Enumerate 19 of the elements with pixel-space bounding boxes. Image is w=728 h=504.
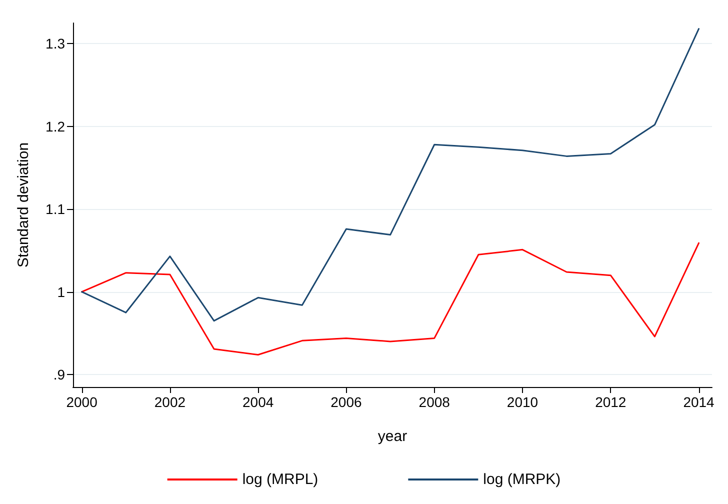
x-tick-label: 2000	[66, 394, 98, 410]
y-tick-label: 1.2	[46, 118, 66, 134]
y-tick-label: 1.1	[46, 201, 66, 218]
y-axis-title: Standard deviation	[15, 142, 32, 268]
y-tick-label: 1	[57, 284, 66, 300]
x-axis-title: year	[378, 428, 408, 445]
legend-label: log (MRPL)	[242, 471, 318, 488]
y-tick-label: .9	[53, 366, 66, 383]
x-tick-label: 2012	[595, 394, 626, 410]
y-tick-label: 1.3	[46, 36, 66, 52]
x-tick-label: 2014	[683, 394, 715, 410]
line-series	[81, 28, 700, 322]
x-tick-label: 2002	[154, 394, 186, 410]
x-tick-label: 2004	[242, 394, 274, 410]
x-tick-label: 2008	[418, 394, 450, 410]
x-tick-label: 2006	[330, 394, 362, 410]
x-tick-label: 2010	[506, 394, 538, 410]
line-series	[81, 242, 700, 356]
legend-label: log (MRPK)	[483, 471, 561, 488]
